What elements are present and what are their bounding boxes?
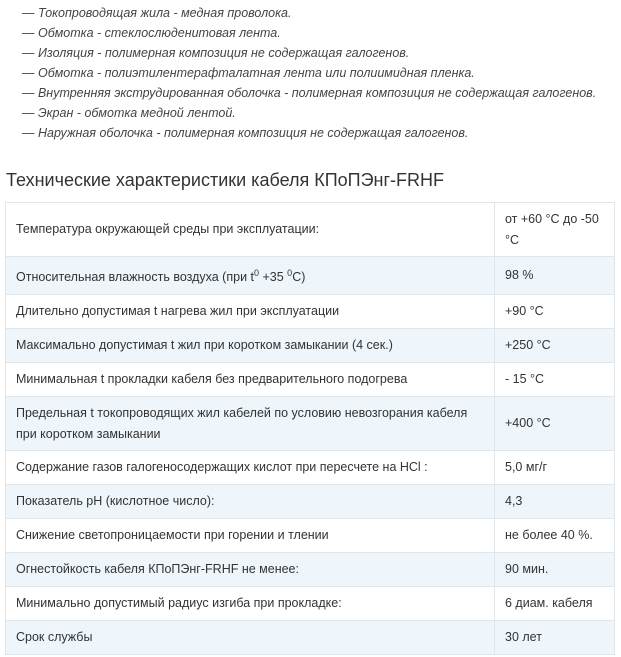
- list-item: — Наружная оболочка - полимерная компози…: [22, 126, 469, 140]
- text-part: Относительная влажность воздуха (при t: [16, 270, 254, 285]
- text-part: С): [292, 270, 306, 285]
- spec-table: Температура окружающей среды при эксплуа…: [5, 202, 615, 655]
- param-value: +90 °С: [494, 294, 615, 329]
- param-name: Предельная t токопроводящих жил кабелей …: [5, 396, 495, 451]
- param-value: 4,3: [494, 484, 615, 519]
- param-value: 90 мин.: [494, 552, 615, 587]
- param-value: 98 %: [494, 256, 615, 295]
- table-row: Минимальная t прокладки кабеля без предв…: [5, 362, 615, 397]
- param-name: Температура окружающей среды при эксплуа…: [5, 202, 495, 257]
- param-name: Относительная влажность воздуха (при t0 …: [5, 256, 495, 295]
- list-item: — Токопроводящая жила - медная проволока…: [22, 6, 292, 20]
- param-value: не более 40 %.: [494, 518, 615, 553]
- param-name: Минимальная t прокладки кабеля без предв…: [5, 362, 495, 397]
- list-item: — Экран - обмотка медной лентой.: [22, 106, 236, 120]
- list-item: — Обмотка - стеклослюденитовая лента.: [22, 26, 281, 40]
- table-row: Огнестойкость кабеля КПоПЭнг-FRHF не мен…: [5, 552, 615, 587]
- param-value: - 15 °С: [494, 362, 615, 397]
- param-name: Показатель pH (кислотное число):: [5, 484, 495, 519]
- param-name: Содержание газов галогеносодержащих кисл…: [5, 450, 495, 485]
- table-row: Снижение светопроницаемости при горении …: [5, 518, 615, 553]
- list-item: — Внутренняя экструдированная оболочка -…: [22, 86, 597, 100]
- text-part: +35: [259, 270, 288, 285]
- param-name: Срок службы: [5, 620, 495, 655]
- table-row: Температура окружающей среды при эксплуа…: [5, 202, 615, 257]
- param-value: 5,0 мг/г: [494, 450, 615, 485]
- param-value: от +60 °С до -50 °С: [494, 202, 615, 257]
- list-item: — Изоляция - полимерная композиция не со…: [22, 46, 410, 60]
- param-value: 30 лет: [494, 620, 615, 655]
- list-item: — Обмотка - полиэтилентерафталатная лент…: [22, 66, 475, 80]
- superscript: 0: [287, 267, 293, 278]
- param-value: 6 диам. кабеля: [494, 586, 615, 621]
- table-row: Показатель pH (кислотное число): 4,3: [5, 484, 615, 519]
- param-name: Огнестойкость кабеля КПоПЭнг-FRHF не мен…: [5, 552, 495, 587]
- table-row: Содержание газов галогеносодержащих кисл…: [5, 450, 615, 485]
- param-name: Снижение светопроницаемости при горении …: [5, 518, 495, 553]
- construction-list: — Токопроводящая жила - медная проволока…: [0, 0, 621, 143]
- table-row: Относительная влажность воздуха (при t0 …: [5, 256, 615, 295]
- table-row: Максимально допустимая t жил при коротко…: [5, 328, 615, 363]
- table-row: Минимально допустимый радиус изгиба при …: [5, 586, 615, 621]
- table-row: Срок службы 30 лет: [5, 620, 615, 655]
- param-name: Максимально допустимая t жил при коротко…: [5, 328, 495, 363]
- section-heading: Технические характеристики кабеля КПоПЭн…: [6, 170, 445, 190]
- table-row: Длительно допустимая t нагрева жил при э…: [5, 294, 615, 329]
- superscript: 0: [254, 267, 260, 278]
- param-value: +250 °С: [494, 328, 615, 363]
- table-row: Предельная t токопроводящих жил кабелей …: [5, 396, 615, 451]
- param-name: Минимально допустимый радиус изгиба при …: [5, 586, 495, 621]
- param-name: Длительно допустимая t нагрева жил при э…: [5, 294, 495, 329]
- param-value: +400 °С: [494, 396, 615, 451]
